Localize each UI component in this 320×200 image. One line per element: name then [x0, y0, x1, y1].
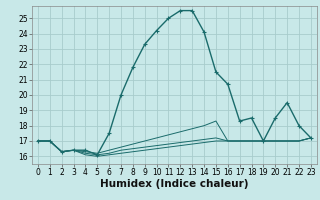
X-axis label: Humidex (Indice chaleur): Humidex (Indice chaleur)	[100, 179, 249, 189]
